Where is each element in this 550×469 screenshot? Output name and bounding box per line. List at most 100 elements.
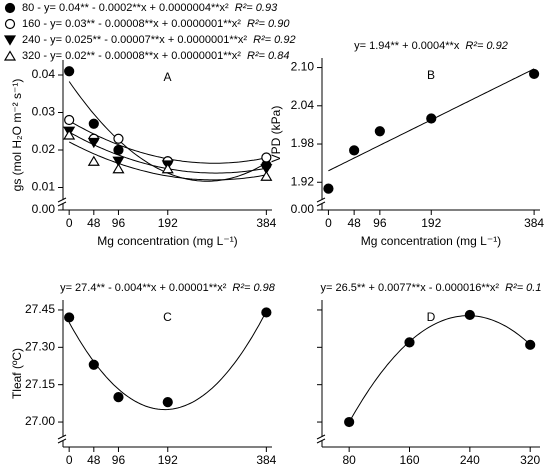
fit-curve — [348, 315, 531, 423]
x-tick-label: 240 — [460, 453, 480, 467]
y-tick-label: 0.04 — [32, 67, 56, 81]
axis-break — [316, 434, 326, 440]
point — [113, 144, 124, 156]
x-axis-label: Mg concentration (mg L⁻¹) — [97, 234, 237, 248]
axis-break-gap — [59, 437, 67, 441]
point — [261, 152, 272, 163]
x-tick-label: 160 — [399, 453, 419, 467]
point — [113, 133, 124, 144]
x-tick-label: 0 — [66, 453, 73, 467]
panel-label: A — [163, 70, 171, 84]
legend-r-squared: R²= 0.84 — [247, 50, 290, 62]
y-tick-label: 27.15 — [25, 377, 55, 391]
fit-curve — [68, 141, 267, 181]
point — [344, 416, 355, 428]
axis-break-gap — [318, 200, 326, 204]
x-tick-label: 320 — [520, 453, 540, 467]
y-axis-label: gs (mol H₂O m⁻² s⁻¹) — [10, 79, 24, 192]
x-tick-label: 384 — [524, 216, 544, 230]
point — [529, 68, 540, 80]
y-tick-label: 2.04 — [291, 98, 315, 112]
y-tick-label: 1.92 — [291, 174, 315, 188]
y-tick-label: 0.00 — [32, 202, 56, 216]
axis-break — [57, 438, 67, 444]
point — [161, 163, 174, 174]
legend-marker — [4, 2, 16, 14]
equation: y= 1.94** + 0.0004**x R²= 0.92 — [354, 40, 508, 52]
legend-label: 160 - y= 0.03** - 0.00008**x + 0.0000001… — [22, 18, 241, 30]
panel-label: B — [427, 68, 435, 82]
x-tick-label: 192 — [421, 216, 441, 230]
legend-marker — [4, 18, 16, 30]
axis-break — [316, 197, 326, 203]
x-tick-label: 48 — [347, 216, 361, 230]
point — [63, 129, 76, 140]
point — [260, 164, 273, 175]
x-tick-label: 192 — [158, 453, 178, 467]
x-tick-label: 48 — [87, 453, 101, 467]
equation-text: y= 26.5** + 0.0077**x - 0.000016**x² — [321, 282, 500, 294]
point — [162, 397, 173, 408]
point — [112, 156, 125, 167]
equation: y= 26.5** + 0.0077**x - 0.000016**x² R²= … — [321, 282, 542, 294]
x-tick-label: 384 — [256, 453, 276, 467]
y-axis-label: VPD (kPa) — [269, 106, 283, 163]
legend-marker — [3, 50, 17, 61]
r-squared: R²= 0.98 — [232, 282, 275, 294]
legend-entry: 240 - y= 0.025** - 0.00007**x + 0.000000… — [22, 34, 296, 46]
y-tick-label: 27.30 — [25, 339, 55, 353]
y-axis-label: Tleaf (ºC) — [10, 348, 24, 399]
r-squared: R²= 0.1 — [505, 282, 541, 294]
x-tick-label: 0 — [325, 216, 332, 230]
legend-label: 320 - y= 0.02** - 0.00008**x + 0.0000001… — [22, 50, 241, 62]
x-tick-label: 96 — [373, 216, 387, 230]
y-tick-label: 0.00 — [291, 202, 315, 216]
point — [88, 359, 99, 370]
axis-break-gap — [59, 200, 67, 204]
legend-entry: 80 - y= 0.04** - 0.0002**x + 0.0000004**… — [22, 2, 278, 14]
y-tick-label: 27.45 — [25, 302, 55, 316]
point — [87, 137, 100, 149]
y-tick-label: 0.01 — [32, 180, 56, 194]
point — [349, 145, 360, 156]
y-tick-label: 0.02 — [32, 142, 56, 156]
x-tick-label: 96 — [112, 216, 126, 230]
axis-break — [57, 201, 67, 207]
point — [113, 392, 124, 403]
point — [464, 309, 475, 321]
legend-marker — [3, 35, 17, 46]
point — [64, 312, 75, 323]
legend-r-squared: R²= 0.90 — [247, 18, 290, 30]
equation-text: y= 27.4** - 0.004**x + 0.00001**x² — [60, 282, 227, 294]
point — [64, 66, 75, 77]
point — [374, 126, 385, 137]
x-tick-label: 96 — [112, 453, 126, 467]
y-tick-label: 0.03 — [32, 105, 56, 119]
x-axis-label: Mg concentration (mg L⁻¹) — [361, 234, 501, 248]
axis-break — [316, 201, 326, 207]
panel-label: D — [427, 310, 436, 324]
point — [64, 114, 75, 126]
point — [525, 339, 536, 350]
y-tick-label: 1.98 — [291, 136, 315, 150]
x-tick-label: 192 — [158, 216, 178, 230]
point — [260, 170, 273, 181]
point — [404, 337, 415, 348]
point — [112, 163, 125, 174]
point — [88, 118, 99, 129]
legend-label: 80 - y= 0.04** - 0.0002**x + 0.0000004**… — [22, 2, 229, 14]
y-tick-label: 27.00 — [25, 414, 55, 428]
legend-entry: 320 - y= 0.02** - 0.00008**x + 0.0000001… — [22, 50, 289, 62]
legend-entry: 160 - y= 0.03** - 0.00008**x + 0.0000001… — [22, 18, 290, 30]
axis-break-gap — [318, 437, 326, 441]
x-tick-label: 0 — [66, 216, 73, 230]
x-tick-label: 80 — [342, 453, 356, 467]
point — [426, 113, 437, 124]
legend-r-squared: R²= 0.93 — [235, 2, 278, 14]
legend-r-squared: R²= 0.92 — [253, 34, 296, 46]
panel-label: C — [163, 310, 172, 324]
equation: y= 27.4** - 0.004**x + 0.00001**x² R²= 0.… — [60, 282, 276, 294]
fit-curve — [68, 310, 267, 411]
point — [261, 307, 272, 318]
